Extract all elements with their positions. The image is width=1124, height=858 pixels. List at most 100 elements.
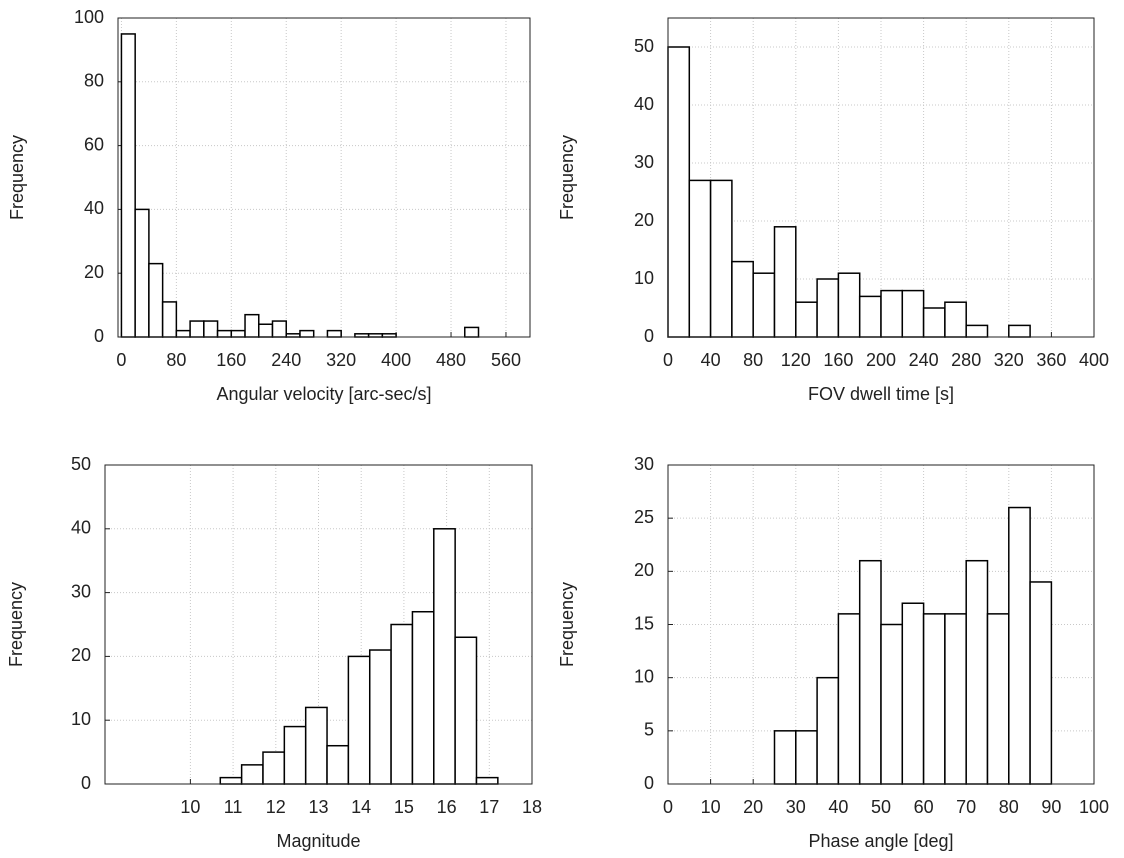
bar [120,33,136,338]
y-tick-label: 15 [634,613,654,633]
bar [433,528,456,785]
y-tick-label: 60 [84,134,104,154]
bar [816,278,840,338]
bar [262,751,286,785]
y-tick-label: 30 [71,581,91,601]
x-tick-label: 12 [266,797,286,817]
bar [880,623,904,785]
bar [216,329,233,338]
bar [368,649,392,785]
bar [1008,324,1031,338]
x-axis-label: Angular velocity [arc-sec/s] [216,384,431,404]
bar [731,260,754,338]
y-axis-label: Frequency [557,135,577,220]
x-tick-label: 80 [743,350,763,370]
bar [880,289,904,338]
bar [901,602,925,785]
bar [161,301,178,338]
x-tick-label: 320 [326,350,356,370]
bar [944,301,967,338]
x-tick-label: 80 [166,350,186,370]
x-tick-label: 240 [909,350,939,370]
y-tick-label: 0 [94,326,104,346]
y-tick-label: 40 [634,94,654,114]
bar [175,329,191,338]
x-tick-label: 60 [914,797,934,817]
x-tick-label: 70 [956,797,976,817]
x-tick-label: 20 [743,797,763,817]
x-axis-label: Magnitude [276,831,360,851]
bar [667,46,691,338]
bar [219,776,243,785]
x-tick-label: 120 [781,350,811,370]
x-tick-label: 13 [308,797,328,817]
bar [230,329,246,338]
x-tick-label: 160 [823,350,853,370]
x-tick-label: 16 [437,797,457,817]
bar [837,613,861,785]
x-tick-label: 40 [828,797,848,817]
bar [752,272,776,338]
plot-frame [117,17,531,338]
x-tick-label: 0 [663,797,673,817]
bar [795,730,818,785]
x-tick-label: 320 [994,350,1024,370]
bar [475,776,499,785]
y-axis-label: Frequency [557,582,577,667]
bar [464,326,480,338]
x-tick-label: 14 [351,797,371,817]
x-tick-label: 10 [701,797,721,817]
y-tick-label: 20 [71,645,91,665]
y-tick-label: 50 [634,36,654,56]
x-tick-label: 0 [663,350,673,370]
y-tick-label: 20 [634,560,654,580]
x-axis-label: FOV dwell time [s] [808,384,954,404]
bar [773,226,797,338]
y-tick-label: 30 [634,152,654,172]
bar [347,655,371,785]
bar [240,764,264,785]
y-tick-label: 80 [84,71,104,91]
plot-frame [104,464,533,785]
bar [326,329,342,338]
x-tick-label: 40 [701,350,721,370]
bar [283,725,307,785]
bar [965,324,989,338]
plot-frame [667,464,1095,785]
y-tick-label: 0 [644,326,654,346]
y-tick-label: 0 [644,773,654,793]
bar [258,323,274,338]
bar [688,179,712,338]
bar [901,289,925,338]
x-tick-label: 80 [999,797,1019,817]
x-tick-label: 100 [1079,797,1109,817]
bar [944,613,967,785]
bar [965,559,989,785]
x-tick-label: 90 [1041,797,1061,817]
bar [922,307,946,338]
bar [134,208,150,338]
bar [326,744,350,785]
bar [1008,506,1031,785]
bar [858,559,882,785]
bar [390,623,414,785]
y-tick-label: 30 [634,454,654,474]
x-tick-label: 200 [866,350,896,370]
x-tick-label: 280 [951,350,981,370]
y-tick-label: 50 [71,454,91,474]
y-axis-label: Frequency [6,582,26,667]
y-tick-label: 20 [634,210,654,230]
bar [244,313,260,338]
y-tick-label: 10 [634,268,654,288]
bar [837,272,861,338]
y-axis-label: Frequency [7,135,27,220]
x-tick-label: 0 [116,350,126,370]
bar [411,610,435,785]
bar [816,676,840,785]
y-tick-label: 10 [634,666,654,686]
bar [709,179,733,338]
bar [858,295,882,338]
y-tick-label: 10 [71,709,91,729]
x-tick-label: 18 [522,797,542,817]
